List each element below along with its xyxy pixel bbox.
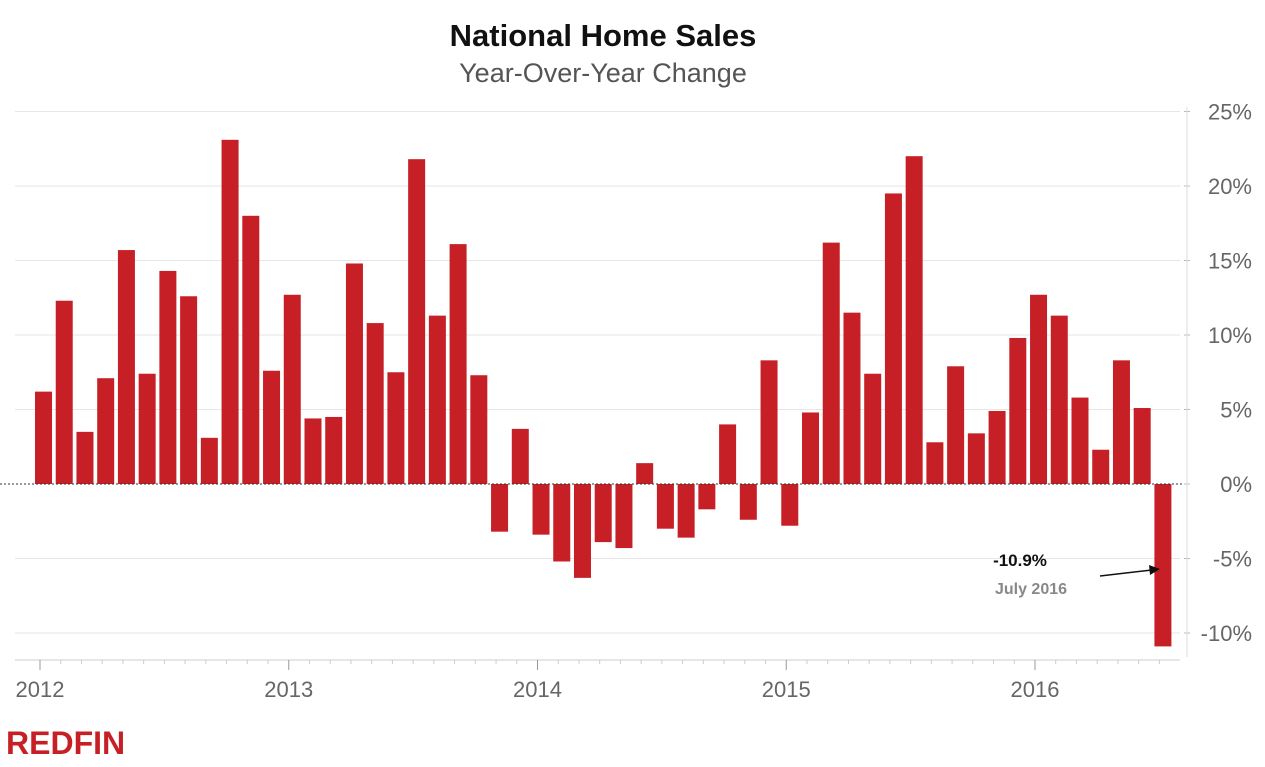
x-tick-label: 2013 xyxy=(264,677,313,702)
bar xyxy=(221,139,239,484)
y-tick-label: 15% xyxy=(1208,249,1252,274)
bar xyxy=(719,424,737,484)
bar xyxy=(55,300,73,484)
bar xyxy=(1050,315,1068,484)
bar xyxy=(822,242,840,484)
bar xyxy=(138,373,156,484)
bar xyxy=(76,431,94,484)
x-axis: 2012 2013 2014 2015 2016 xyxy=(15,659,1180,702)
annotation: -10.9% July 2016 xyxy=(993,551,1160,598)
bar xyxy=(739,484,757,520)
bar xyxy=(1133,408,1151,484)
chart-subtitle: Year-Over-Year Change xyxy=(459,58,747,88)
bar xyxy=(345,263,363,484)
bar xyxy=(449,244,467,484)
y-tick-label: -10% xyxy=(1201,621,1252,646)
x-tick-label: 2016 xyxy=(1011,677,1060,702)
y-tick-label: 25% xyxy=(1208,100,1252,125)
x-tick-label: 2012 xyxy=(16,677,65,702)
bar xyxy=(200,437,218,484)
y-tick-label: -5% xyxy=(1213,547,1252,572)
annotation-arrow-line xyxy=(1099,569,1153,577)
bar xyxy=(884,193,902,484)
bar xyxy=(117,250,135,484)
bar xyxy=(408,159,426,484)
bar xyxy=(1071,397,1089,484)
bar xyxy=(864,373,882,484)
y-axis: 25% 20% 15% 10% 5% 0% -5% -10% xyxy=(1184,100,1252,657)
annotation-arrowhead xyxy=(1149,565,1160,575)
chart-title: National Home Sales xyxy=(450,18,757,53)
bar xyxy=(242,215,260,485)
annotation-label: July 2016 xyxy=(995,581,1067,598)
bar xyxy=(1154,484,1172,647)
bar xyxy=(387,372,405,484)
gridlines xyxy=(15,111,1180,634)
y-tick-label: 5% xyxy=(1220,398,1252,423)
bar xyxy=(366,323,384,484)
y-tick-label: 10% xyxy=(1208,323,1252,348)
bar xyxy=(760,360,778,484)
bar xyxy=(947,366,965,484)
bar xyxy=(532,484,550,535)
bar xyxy=(325,416,343,484)
x-tick-label: 2015 xyxy=(762,677,811,702)
bar xyxy=(967,433,985,484)
bar xyxy=(470,375,488,484)
x-tick-label: 2014 xyxy=(513,677,562,702)
bar xyxy=(97,378,115,484)
bar xyxy=(428,315,446,484)
bar xyxy=(1009,337,1027,484)
bar xyxy=(573,484,591,578)
bar xyxy=(263,370,281,484)
bar xyxy=(926,442,944,484)
bar xyxy=(988,410,1006,484)
bar xyxy=(636,463,654,484)
annotation-value: -10.9% xyxy=(993,551,1047,570)
bar xyxy=(180,296,198,484)
bar xyxy=(283,294,301,484)
bar xyxy=(35,391,52,484)
bar xyxy=(677,484,695,538)
bar xyxy=(511,428,529,484)
redfin-logo: REDFIN xyxy=(6,725,125,761)
bar xyxy=(1092,449,1110,484)
bar xyxy=(615,484,633,549)
y-tick-label: 0% xyxy=(1220,472,1252,497)
bar xyxy=(594,484,612,543)
y-tick-label: 20% xyxy=(1208,174,1252,199)
bar xyxy=(1112,360,1130,484)
bar xyxy=(304,418,322,484)
bar xyxy=(491,484,509,532)
bars xyxy=(35,139,1172,647)
bar xyxy=(781,484,799,526)
bar xyxy=(656,484,674,529)
bar xyxy=(159,270,177,484)
bar xyxy=(843,312,861,484)
bar xyxy=(698,484,716,510)
bar xyxy=(802,412,820,484)
bar xyxy=(1030,294,1048,484)
bar xyxy=(553,484,571,562)
bar xyxy=(905,156,923,484)
